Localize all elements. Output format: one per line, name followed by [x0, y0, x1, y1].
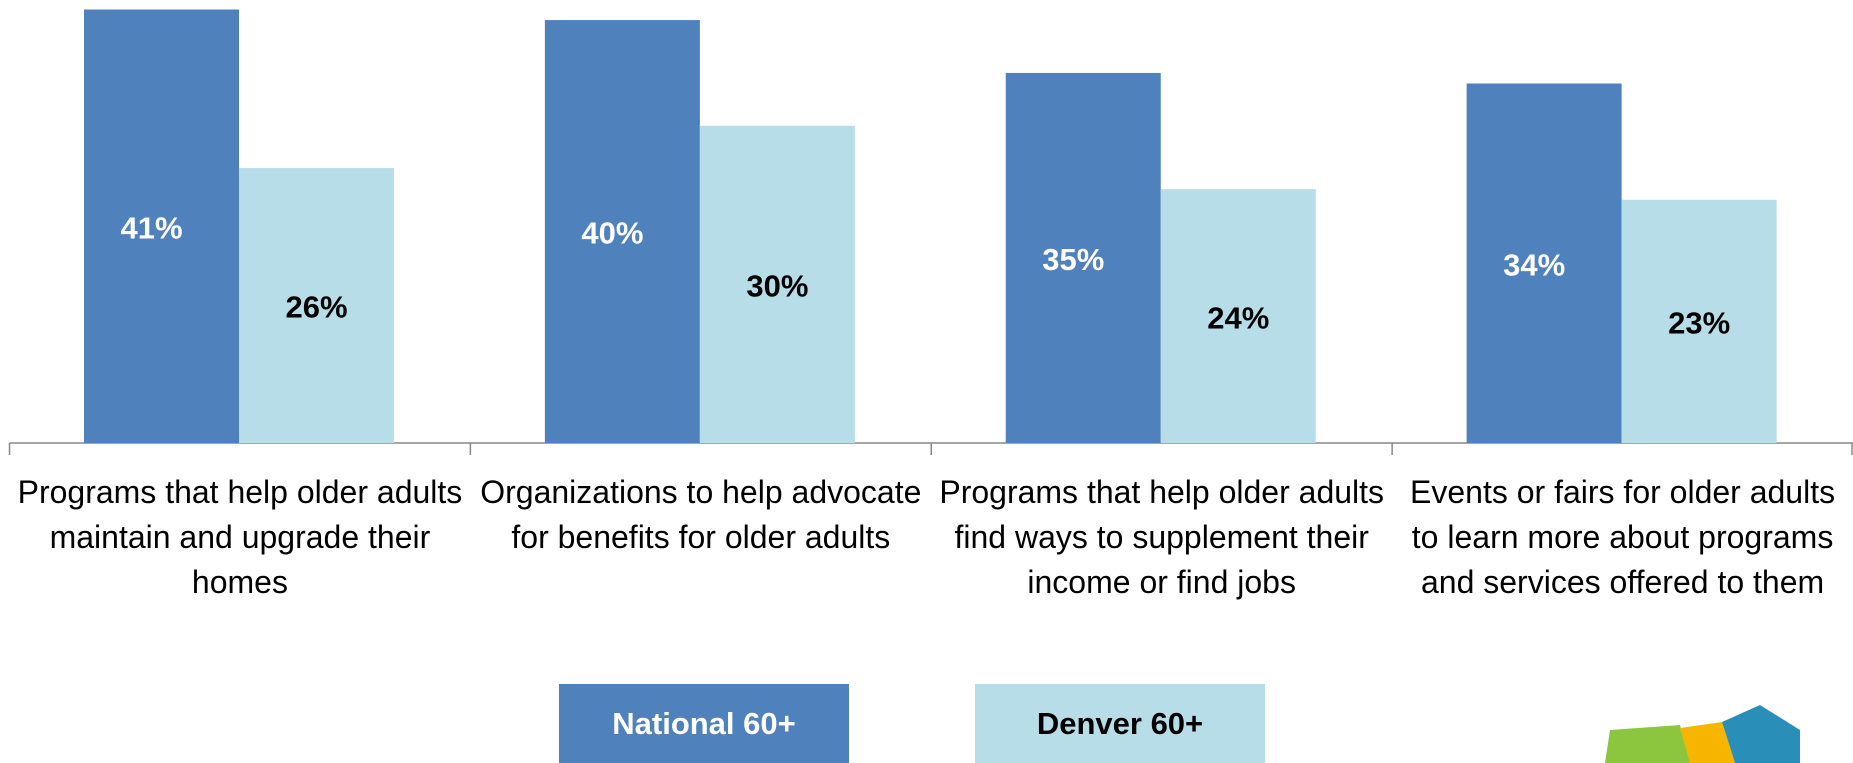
logo [1605, 705, 1800, 763]
value-label: 34% [1503, 247, 1565, 282]
bar [544, 20, 700, 443]
value-label: 30% [746, 269, 808, 304]
bar [699, 125, 855, 444]
bar [1466, 83, 1622, 443]
legend-entry: Denver 60+ [975, 684, 1265, 763]
bar [239, 168, 394, 443]
x-tick-label: Programs that help older adults find way… [939, 474, 1385, 600]
legend-entry: National 60+ [559, 684, 849, 763]
bar [84, 9, 239, 443]
bar [1621, 199, 1777, 443]
value-label: 24% [1207, 300, 1269, 335]
value-label: 40% [581, 216, 643, 251]
value-label: 41% [120, 210, 182, 245]
bar [1005, 72, 1161, 443]
value-label: 23% [1668, 306, 1730, 341]
x-tick-label: Programs that help older adults maintain… [17, 474, 463, 600]
x-tick-label: Organizations to help advocate for benef… [480, 474, 922, 555]
bar [1160, 189, 1316, 443]
x-tick-label: Events or fairs for older adults to lear… [1410, 474, 1836, 600]
value-label: 35% [1042, 242, 1104, 277]
value-label: 26% [285, 290, 347, 325]
